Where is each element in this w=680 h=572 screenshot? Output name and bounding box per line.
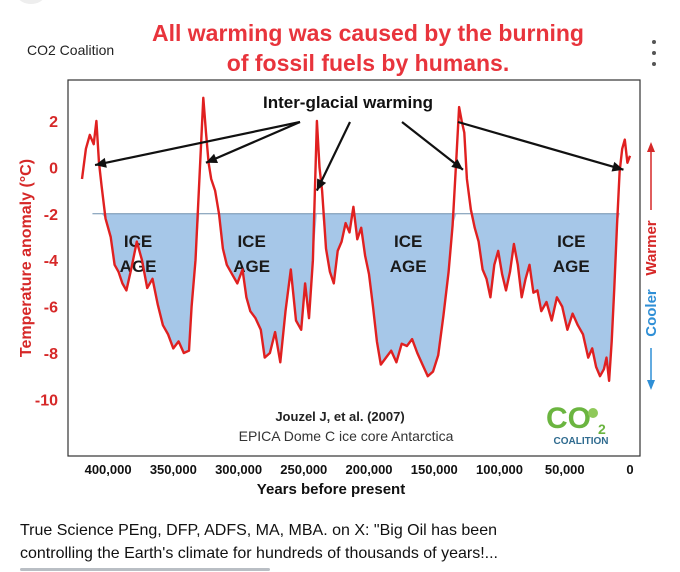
cooler-label: Cooler [643,289,660,337]
ice-age-label-1-line-2: AGE [120,257,157,276]
y-tick-label: -10 [35,392,58,409]
x-axis-ticks: 400,000 350,000 300,000 250,000 200,000 150,0… [85,462,634,477]
ice-age-label-4-line-1: ICE [557,232,585,251]
x-tick-label: 350,000 [150,462,197,477]
citation-text: Jouzel J, et al. (2007) [275,409,404,424]
post-caption[interactable]: True Science PEng, DFP, ADFS, MA, MBA. o… [20,519,670,565]
headline: All warming was caused by the burning of… [118,18,618,78]
caption-line-1: True Science PEng, DFP, ADFS, MA, MBA. o… [20,522,497,539]
dataset-text: EPICA Dome C ice core Antarctica [239,428,454,444]
interglacial-arrows [94,120,624,192]
y-tick-label: 2 [49,114,58,131]
x-tick-label: 100,000 [476,462,523,477]
interglacial-annotation: Inter-glacial warming [263,93,433,112]
arrowhead-icon-3 [316,178,327,191]
arrowhead-icon-1 [95,157,107,168]
partial-avatar [18,0,44,4]
y-tick-label: -4 [44,253,58,270]
logo-subscript: 2 [598,421,606,437]
source-label: CO2 Coalition [27,42,115,58]
headline-line-1: All warming was caused by the burning [152,20,584,46]
arrow-line-2 [205,120,301,164]
arrow-line-3 [315,121,351,192]
ice-age-label-4-line-2: AGE [553,257,590,276]
y-axis-label: Temperature anomaly (°C) [18,159,35,357]
logo-coalition: COALITION [554,436,609,447]
logo-co: CO [546,402,591,435]
ice-age-labels: ICE AGE ICE AGE ICE AGE ICE AGE [120,232,590,276]
warmer-label: Warmer [643,220,660,275]
x-tick-label: 200,000 [346,462,393,477]
y-axis-ticks: 2 0 -2 -4 -6 -8 -10 [35,114,58,409]
co2-coalition-logo: CO 2 COALITION [546,402,609,447]
arrow-line-4 [401,121,464,171]
tree-icon [588,408,598,418]
arrow-line-1 [94,120,301,167]
y-tick-label: -6 [44,300,58,317]
temperature-chart: ICE AGE ICE AGE ICE AGE ICE AGE Inter-glacial w… [18,79,660,498]
caption-line-2: controlling the Earth's climate for hund… [20,545,498,562]
ice-age-shading [82,213,630,381]
ice-age-label-3-line-2: AGE [390,257,427,276]
x-axis-label: Years before present [257,481,405,498]
temperature-series-line [80,96,632,382]
ice-age-label-2-line-1: ICE [237,232,265,251]
y-tick-label: -2 [44,207,58,224]
cooler-arrow-icon [647,380,655,390]
arrowhead-icon-5 [611,161,624,172]
arrow-line-5 [457,120,624,171]
warmer-arrow-icon [647,142,655,152]
x-tick-label: 400,000 [85,462,132,477]
y-tick-label: 0 [49,160,58,177]
cut-off-text [20,566,280,572]
y-tick-label: -8 [44,346,58,363]
arrowhead-icon-4 [451,159,463,170]
arrowhead-icon-2 [205,153,219,163]
ice-age-label-2-line-2: AGE [233,257,270,276]
headline-line-2: of fossil fuels by humans. [226,50,510,76]
x-tick-label: 150,000 [411,462,458,477]
x-tick-label: 250,000 [280,462,327,477]
ice-age-label-3-line-1: ICE [394,232,422,251]
x-tick-label: 0 [626,462,633,477]
ice-age-label-1-line-1: ICE [124,232,152,251]
x-tick-label: 300,000 [215,462,262,477]
more-options-icon[interactable] [648,40,660,66]
x-tick-label: 50,000 [545,462,585,477]
